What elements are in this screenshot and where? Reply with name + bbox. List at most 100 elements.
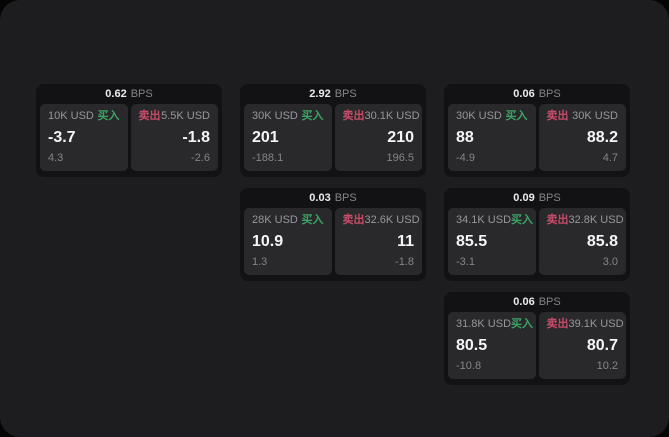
buy-panel[interactable]: 28K USD 买入 10.9 1.3 bbox=[244, 208, 332, 275]
spread-value: 2.92 bbox=[309, 88, 331, 100]
quote-card-body: 30K USD 买入 201 -188.1 卖出 30.1K USD 210 1… bbox=[244, 104, 422, 171]
sell-label: 卖出 bbox=[342, 110, 365, 122]
spread-unit-label: BPS bbox=[538, 296, 561, 308]
buy-label: 买入 bbox=[301, 214, 324, 226]
sell-price: 88.2 bbox=[586, 128, 618, 146]
buy-delta: -3.1 bbox=[456, 256, 475, 268]
buy-price: 201 bbox=[252, 128, 279, 146]
spread-unit-label: BPS bbox=[334, 88, 357, 100]
sell-panel[interactable]: 卖出 5.5K USD -1.8 -2.6 bbox=[130, 104, 218, 171]
sell-panel[interactable]: 卖出 39.1K USD 80.7 10.2 bbox=[538, 312, 626, 379]
quote-card: 0.03 BPS 28K USD 买入 10.9 1.3 卖出 32.6K US… bbox=[240, 188, 426, 281]
buy-price: 88 bbox=[456, 128, 474, 146]
sell-amount: 39.1K USD bbox=[568, 318, 624, 330]
buy-delta: -10.8 bbox=[456, 360, 482, 372]
buy-delta: 4.3 bbox=[48, 152, 64, 164]
sell-panel-top: 卖出 32.6K USD bbox=[342, 214, 420, 226]
sell-panel-top: 卖出 30K USD bbox=[547, 110, 619, 122]
sell-panel[interactable]: 卖出 30.1K USD 210 196.5 bbox=[334, 104, 422, 171]
quote-card-body: 34.1K USD 买入 85.5 -3.1 卖出 32.8K USD 85.8… bbox=[448, 208, 626, 275]
sell-label: 卖出 bbox=[546, 318, 569, 330]
spread-unit-label: BPS bbox=[538, 88, 561, 100]
buy-label: 买入 bbox=[511, 214, 534, 226]
spread-value: 0.62 bbox=[105, 88, 127, 100]
buy-amount: 28K USD bbox=[252, 214, 298, 226]
quote-card: 0.09 BPS 34.1K USD 买入 85.5 -3.1 卖出 32.8K… bbox=[444, 188, 630, 281]
sell-delta: -2.6 bbox=[191, 152, 210, 164]
quote-card-body: 31.8K USD 买入 80.5 -10.8 卖出 39.1K USD 80.… bbox=[448, 312, 626, 379]
buy-price: 80.5 bbox=[456, 336, 488, 354]
sell-price: 210 bbox=[387, 128, 414, 146]
sell-delta: 4.7 bbox=[602, 152, 618, 164]
buy-price: -3.7 bbox=[48, 128, 76, 146]
buy-amount: 30K USD bbox=[456, 110, 502, 122]
spread-header: 0.06 BPS bbox=[448, 84, 626, 104]
sell-delta: -1.8 bbox=[395, 256, 414, 268]
sell-label: 卖出 bbox=[546, 214, 569, 226]
sell-label: 卖出 bbox=[138, 110, 161, 122]
sell-price: -1.8 bbox=[182, 128, 210, 146]
sell-delta: 10.2 bbox=[596, 360, 618, 372]
quote-card: 0.62 BPS 10K USD 买入 -3.7 4.3 卖出 5.5K USD bbox=[36, 84, 222, 177]
sell-price: 11 bbox=[397, 232, 414, 250]
buy-label: 买入 bbox=[301, 110, 324, 122]
buy-panel[interactable]: 34.1K USD 买入 85.5 -3.1 bbox=[448, 208, 536, 275]
sell-panel[interactable]: 卖出 30K USD 88.2 4.7 bbox=[538, 104, 626, 171]
sell-price: 85.8 bbox=[586, 232, 618, 250]
spread-header: 0.62 BPS bbox=[40, 84, 218, 104]
quote-card-body: 30K USD 买入 88 -4.9 卖出 30K USD 88.2 4.7 bbox=[448, 104, 626, 171]
buy-delta: -188.1 bbox=[252, 152, 284, 164]
sell-delta: 196.5 bbox=[386, 152, 414, 164]
buy-label: 买入 bbox=[97, 110, 120, 122]
buy-panel-top: 34.1K USD 买入 bbox=[456, 214, 533, 226]
buy-amount: 30K USD bbox=[252, 110, 298, 122]
spread-header: 0.06 BPS bbox=[448, 292, 626, 312]
spread-value: 0.06 bbox=[513, 296, 535, 308]
buy-panel[interactable]: 30K USD 买入 88 -4.9 bbox=[448, 104, 536, 171]
buy-label: 买入 bbox=[505, 110, 528, 122]
buy-panel-top: 31.8K USD 买入 bbox=[456, 318, 533, 330]
sell-delta: 3.0 bbox=[602, 256, 618, 268]
buy-amount: 10K USD bbox=[48, 110, 94, 122]
buy-panel-top: 30K USD 买入 bbox=[456, 110, 528, 122]
sell-panel-top: 卖出 32.8K USD bbox=[546, 214, 624, 226]
quote-card-body: 28K USD 买入 10.9 1.3 卖出 32.6K USD 11 -1.8 bbox=[244, 208, 422, 275]
quote-card: 2.92 BPS 30K USD 买入 201 -188.1 卖出 30.1K … bbox=[240, 84, 426, 177]
buy-amount: 34.1K USD bbox=[456, 214, 512, 226]
sell-label: 卖出 bbox=[342, 214, 365, 226]
spread-header: 2.92 BPS bbox=[244, 84, 422, 104]
buy-panel[interactable]: 30K USD 买入 201 -188.1 bbox=[244, 104, 332, 171]
buy-panel[interactable]: 10K USD 买入 -3.7 4.3 bbox=[40, 104, 128, 171]
buy-price: 10.9 bbox=[252, 232, 284, 250]
sell-label: 卖出 bbox=[546, 110, 569, 122]
spread-header: 0.09 BPS bbox=[448, 188, 626, 208]
spread-unit-label: BPS bbox=[130, 88, 153, 100]
sell-panel[interactable]: 卖出 32.8K USD 85.8 3.0 bbox=[538, 208, 626, 275]
sell-amount: 32.6K USD bbox=[364, 214, 420, 226]
spread-header: 0.03 BPS bbox=[244, 188, 422, 208]
buy-delta: 1.3 bbox=[252, 256, 268, 268]
buy-panel-top: 30K USD 买入 bbox=[252, 110, 324, 122]
buy-label: 买入 bbox=[511, 318, 534, 330]
quote-card: 0.06 BPS 31.8K USD 买入 80.5 -10.8 卖出 39.1… bbox=[444, 292, 630, 385]
quote-card-body: 10K USD 买入 -3.7 4.3 卖出 5.5K USD -1.8 -2.… bbox=[40, 104, 218, 171]
sell-amount: 32.8K USD bbox=[568, 214, 624, 226]
buy-delta: -4.9 bbox=[456, 152, 475, 164]
spread-unit-label: BPS bbox=[538, 192, 561, 204]
sell-panel-top: 卖出 39.1K USD bbox=[546, 318, 624, 330]
sell-amount: 30K USD bbox=[572, 110, 618, 122]
quote-card: 0.06 BPS 30K USD 买入 88 -4.9 卖出 30K USD bbox=[444, 84, 630, 177]
buy-panel-top: 10K USD 买入 bbox=[48, 110, 120, 122]
sell-amount: 30.1K USD bbox=[364, 110, 420, 122]
sell-amount: 5.5K USD bbox=[161, 110, 210, 122]
spread-value: 0.03 bbox=[309, 192, 331, 204]
buy-panel-top: 28K USD 买入 bbox=[252, 214, 324, 226]
buy-amount: 31.8K USD bbox=[456, 318, 512, 330]
quote-tiles-grid: 0.62 BPS 10K USD 买入 -3.7 4.3 卖出 5.5K USD bbox=[36, 84, 630, 385]
sell-panel-top: 卖出 30.1K USD bbox=[342, 110, 420, 122]
buy-panel[interactable]: 31.8K USD 买入 80.5 -10.8 bbox=[448, 312, 536, 379]
spread-value: 0.06 bbox=[513, 88, 535, 100]
sell-panel[interactable]: 卖出 32.6K USD 11 -1.8 bbox=[334, 208, 422, 275]
spread-value: 0.09 bbox=[513, 192, 535, 204]
